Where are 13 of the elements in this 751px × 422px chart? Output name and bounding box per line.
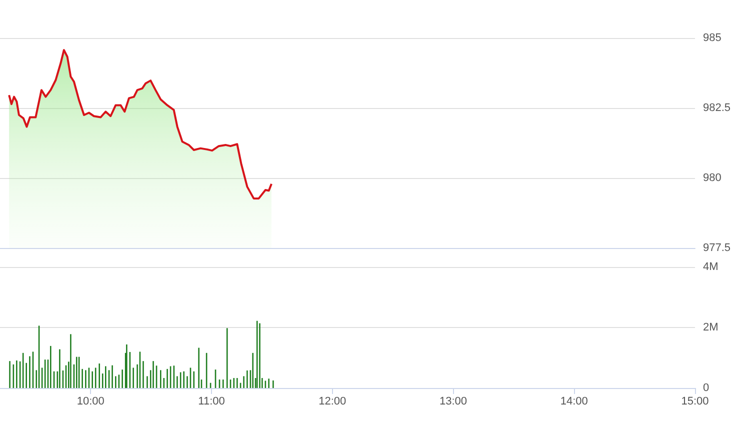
x-tick-label: 14:00 <box>560 396 588 408</box>
x-tick-label: 12:00 <box>318 396 346 408</box>
y-tick-label: 0 <box>703 382 710 394</box>
x-tick-label: 15:00 <box>681 396 709 408</box>
y-tick-label: 2M <box>703 322 718 334</box>
y-tick-label: 977.5 <box>703 242 731 254</box>
x-tick-label: 11:00 <box>198 396 225 408</box>
y-tick-label: 980 <box>703 172 722 184</box>
y-tick-label: 4M <box>703 261 718 273</box>
x-tick-label: 13:00 <box>439 396 468 408</box>
y-tick-label: 985 <box>703 32 722 44</box>
y-tick-label: 982.5 <box>703 102 731 114</box>
x-tick-label: 10:00 <box>76 396 104 408</box>
